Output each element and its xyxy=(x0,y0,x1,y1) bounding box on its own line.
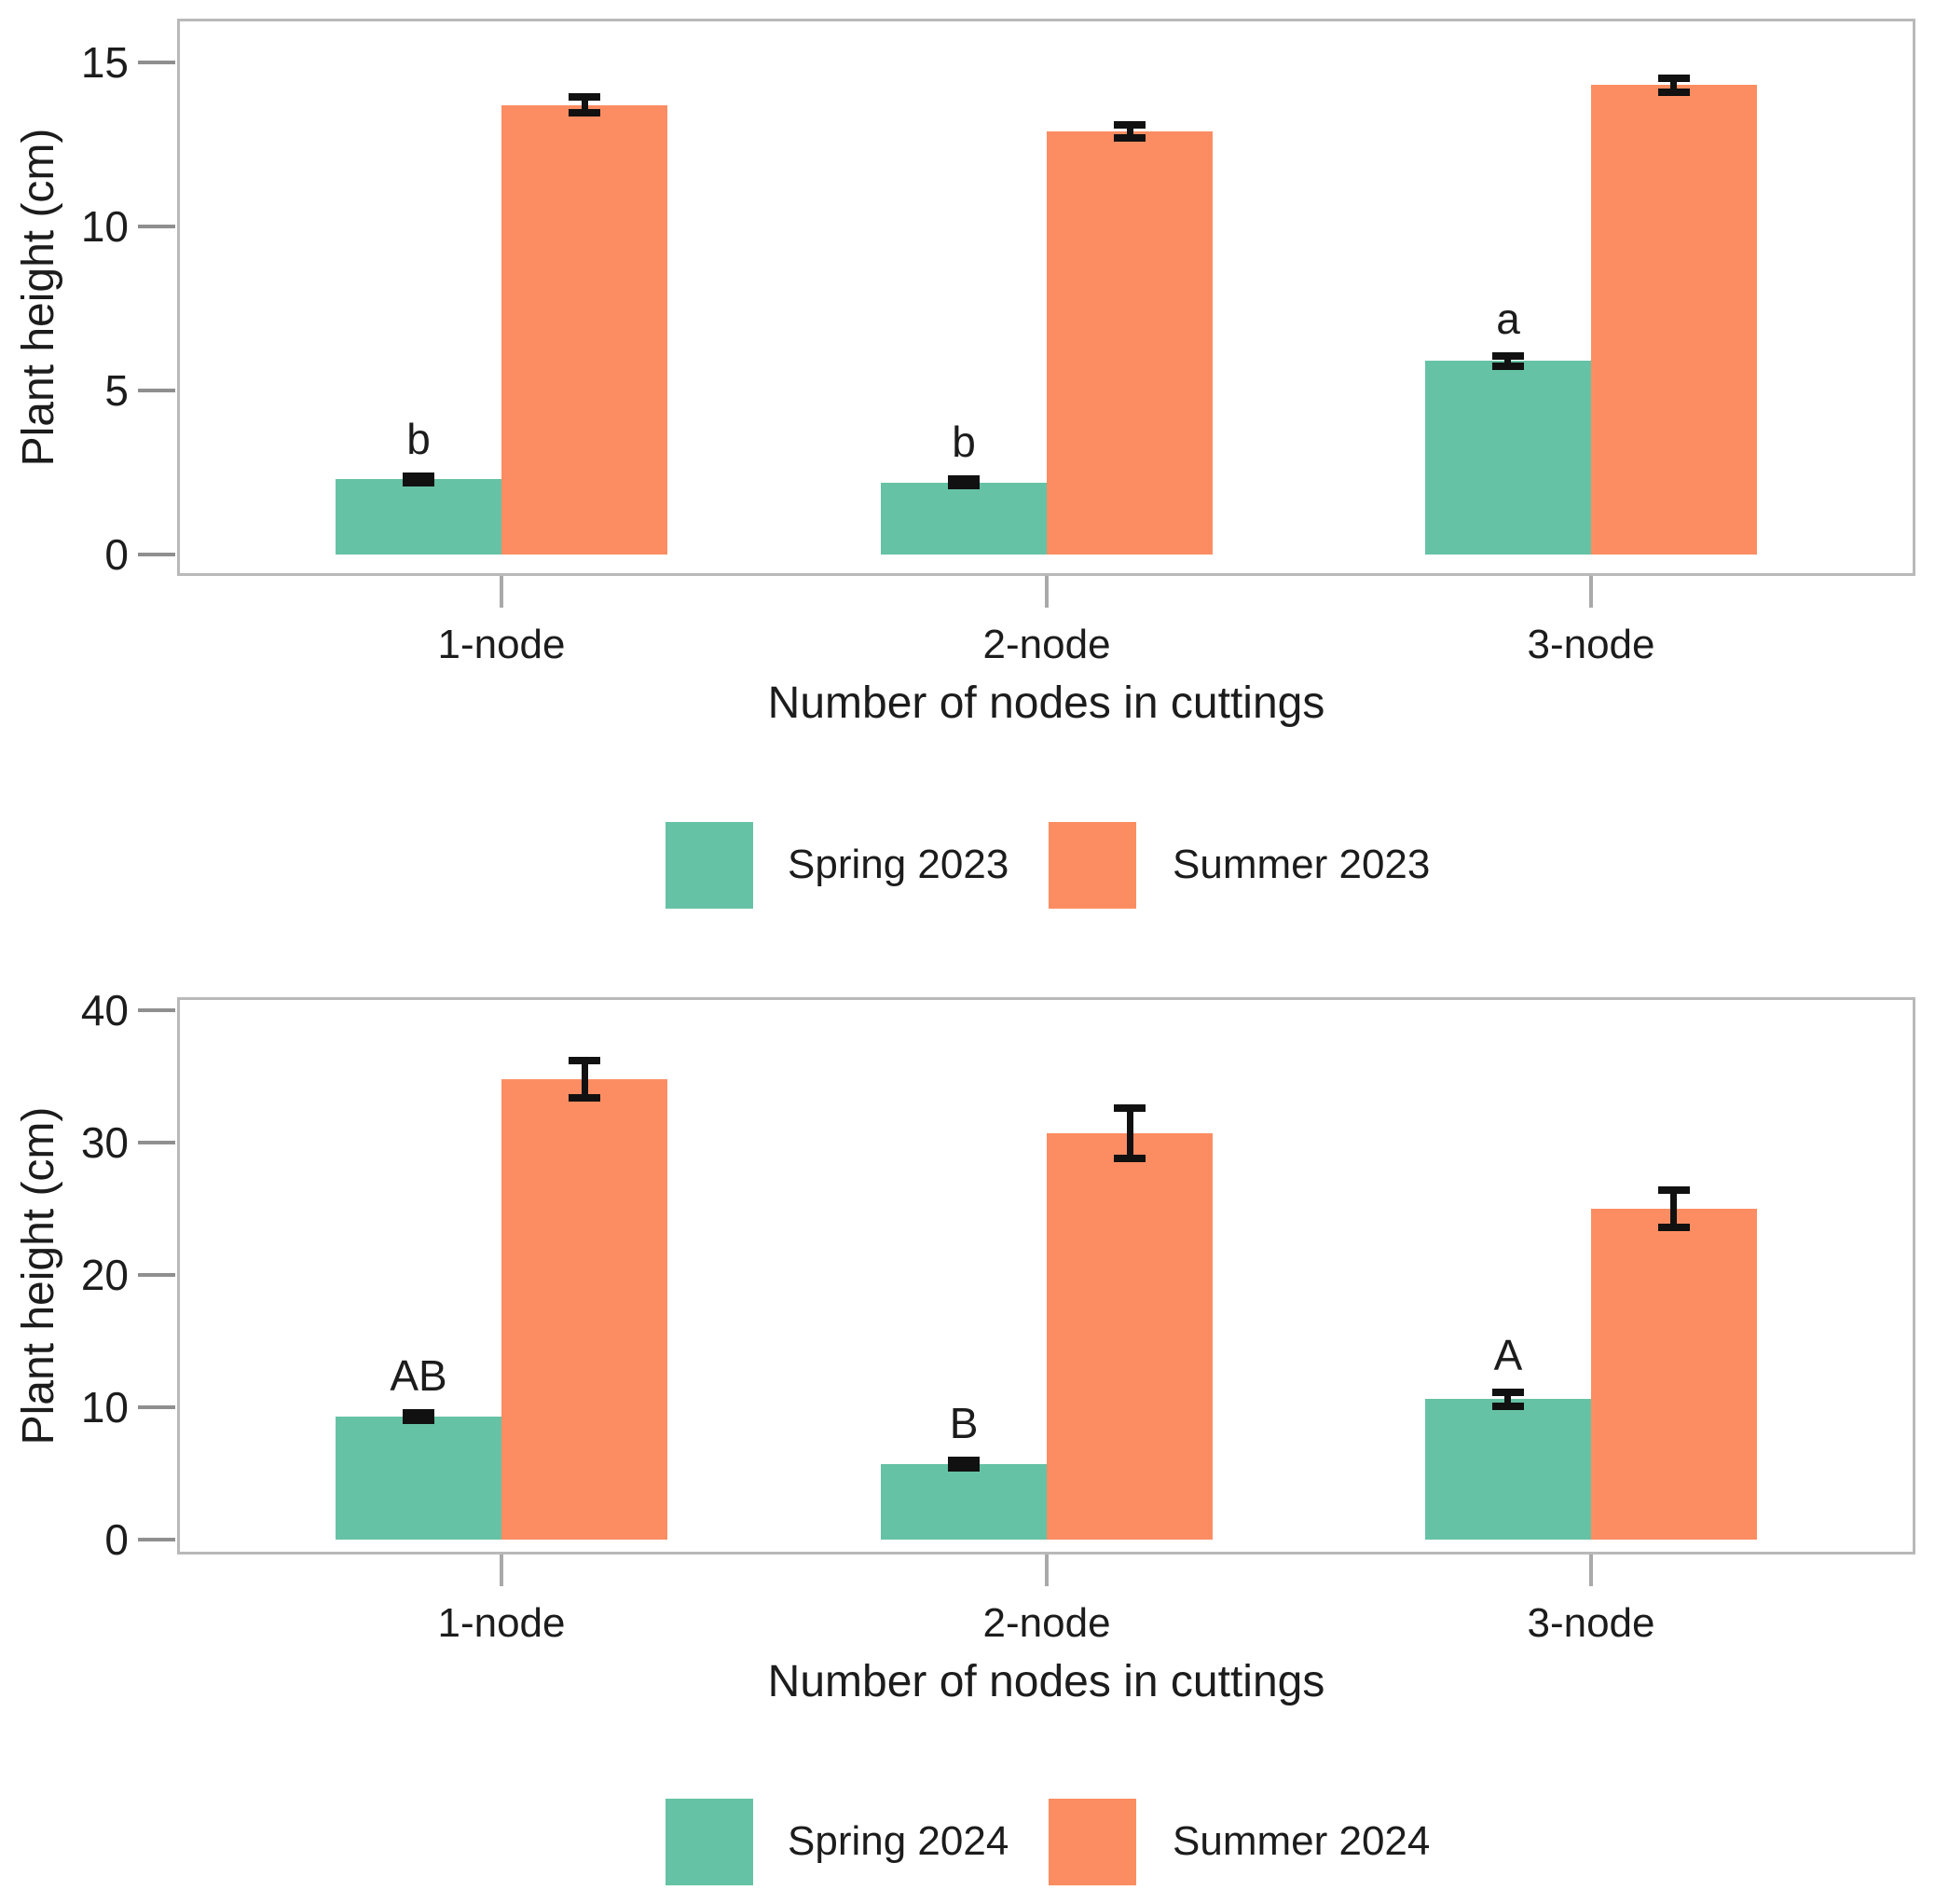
sig-letter: b xyxy=(406,414,431,463)
error-bar-bottom-cap xyxy=(1491,362,1524,370)
x-tick-label: 2-node xyxy=(982,1600,1111,1646)
y-tick-label: 30 xyxy=(80,1117,129,1167)
y-axis-tick xyxy=(138,389,175,393)
sig-letter: B xyxy=(949,1399,979,1448)
error-bar-top-cap xyxy=(948,475,981,484)
sig-letter: a xyxy=(1496,295,1520,344)
legend-swatch-summer-2023 xyxy=(1049,822,1136,909)
error-bar-bottom-cap xyxy=(403,478,434,486)
y-tick-label: 0 xyxy=(104,530,129,580)
legend-label-summer-2023: Summer 2023 xyxy=(1173,842,1431,887)
legend-swatch-spring-2023 xyxy=(666,822,753,909)
error-bar-top-cap xyxy=(569,92,600,101)
error-bar-bottom-cap xyxy=(569,1093,600,1102)
error-bar-top-cap xyxy=(569,1056,600,1064)
bar-spring-2024-3-node xyxy=(1424,1399,1591,1540)
bar-summer-2023-1-node xyxy=(501,104,667,555)
y-axis-tick xyxy=(138,1404,175,1409)
x-axis-title: Number of nodes in cuttings xyxy=(767,1657,1325,1706)
bar-spring-2024-2-node xyxy=(881,1464,1048,1540)
bar-summer-2023-2-node xyxy=(1047,130,1214,555)
x-axis-title: Number of nodes in cuttings xyxy=(767,678,1325,728)
error-bar-top-cap xyxy=(1657,75,1690,83)
error-bar-bottom-cap xyxy=(569,109,600,117)
bar-spring-2024-1-node xyxy=(336,1416,501,1540)
x-tick-label: 1-node xyxy=(437,1600,566,1646)
y-axis-tick xyxy=(138,553,175,557)
x-tick-label: 1-node xyxy=(437,622,566,667)
error-bar xyxy=(1504,1392,1512,1406)
x-axis-tick xyxy=(1045,1555,1050,1586)
sig-letter: A xyxy=(1493,1331,1523,1380)
x-axis-tick xyxy=(1588,1555,1593,1586)
error-bar-bottom-cap xyxy=(1491,1402,1524,1410)
y-axis-title: Plant height (cm) xyxy=(14,128,63,467)
error-bar-top-cap xyxy=(403,472,434,480)
y-tick-label: 10 xyxy=(80,1382,129,1431)
y-axis-tick xyxy=(138,1272,175,1277)
x-tick-label: 2-node xyxy=(982,622,1111,667)
legend-label-spring-2024: Spring 2024 xyxy=(788,1818,1009,1864)
bar-summer-2023-3-node xyxy=(1590,85,1757,555)
error-bar-bottom-cap xyxy=(1114,1154,1146,1162)
error-bar xyxy=(1126,1108,1133,1158)
error-bar xyxy=(415,1412,422,1421)
x-axis-tick xyxy=(1045,576,1050,608)
legend-swatch-spring-2024 xyxy=(666,1799,753,1885)
legend-label-spring-2023: Spring 2023 xyxy=(788,842,1009,887)
error-bar-bottom-cap xyxy=(1657,88,1690,96)
y-tick-label: 10 xyxy=(80,201,129,251)
error-bar-bottom-cap xyxy=(948,1463,981,1472)
sig-letter: AB xyxy=(390,1350,447,1400)
y-tick-label: 15 xyxy=(80,37,129,87)
y-tick-label: 40 xyxy=(80,985,129,1034)
legend-swatch-summer-2024 xyxy=(1049,1799,1136,1885)
error-bar-top-cap xyxy=(948,1457,981,1465)
bar-summer-2024-3-node xyxy=(1590,1208,1757,1540)
y-axis-tick xyxy=(138,60,175,64)
error-bar-bottom-cap xyxy=(403,1417,434,1425)
x-tick-label: 3-node xyxy=(1527,1600,1655,1646)
error-bar-top-cap xyxy=(1657,1186,1690,1195)
y-axis-tick xyxy=(138,1007,175,1012)
y-tick-label: 0 xyxy=(104,1514,129,1564)
y-axis-title: Plant height (cm) xyxy=(14,1106,63,1445)
y-axis-tick xyxy=(138,1537,175,1541)
y-tick-label: 5 xyxy=(104,366,129,416)
error-bar-top-cap xyxy=(1114,120,1146,129)
bar-spring-2023-2-node xyxy=(881,482,1048,555)
error-bar xyxy=(1126,124,1133,138)
error-bar-bottom-cap xyxy=(948,482,981,490)
error-bar xyxy=(1670,78,1678,92)
error-bar xyxy=(581,1060,588,1098)
error-bar-top-cap xyxy=(403,1408,434,1417)
error-bar-top-cap xyxy=(1491,352,1524,361)
y-axis-tick xyxy=(138,224,175,228)
y-tick-label: 20 xyxy=(80,1250,129,1299)
error-bar xyxy=(1670,1190,1678,1227)
bar-summer-2024-2-node xyxy=(1047,1132,1214,1540)
error-bar-top-cap xyxy=(1491,1389,1524,1397)
x-axis-tick xyxy=(500,576,503,608)
bar-spring-2023-1-node xyxy=(336,479,501,555)
error-bar-bottom-cap xyxy=(1657,1223,1690,1231)
y-axis-tick xyxy=(138,1140,175,1144)
x-axis-tick xyxy=(1588,576,1593,608)
bar-spring-2023-3-node xyxy=(1424,361,1591,555)
x-axis-tick xyxy=(500,1555,503,1586)
x-tick-label: 3-node xyxy=(1527,622,1655,667)
legend-label-summer-2024: Summer 2024 xyxy=(1173,1818,1431,1864)
error-bar-top-cap xyxy=(1114,1104,1146,1112)
error-bar-bottom-cap xyxy=(1114,133,1146,142)
error-bar xyxy=(1504,356,1512,366)
sig-letter: b xyxy=(952,418,976,467)
error-bar xyxy=(581,96,588,114)
bar-summer-2024-1-node xyxy=(501,1078,667,1540)
